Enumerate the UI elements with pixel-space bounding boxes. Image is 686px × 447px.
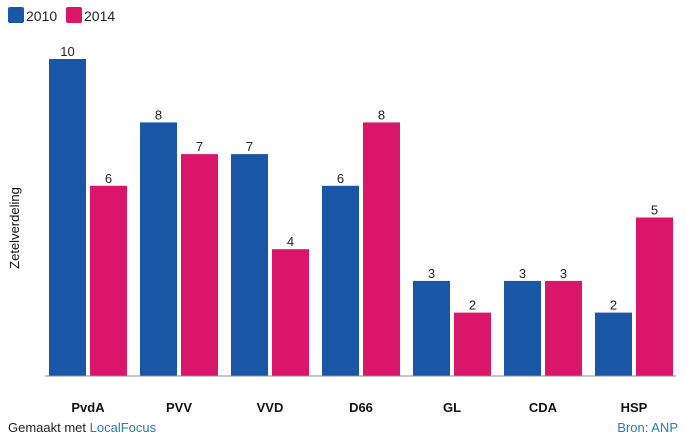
value-label-VVD-2010: 7 — [246, 139, 253, 154]
y-axis-label: Zetelverdeling — [7, 187, 22, 269]
footer-localfocus-link[interactable]: LocalFocus — [90, 420, 157, 435]
value-label-GL-2010: 3 — [428, 266, 435, 281]
bar-CDA-2010[interactable] — [504, 280, 541, 376]
x-tick-PVV: PVV — [166, 400, 192, 415]
footer-credit: Gemaakt met LocalFocus — [8, 420, 157, 435]
legend-label-2010: 2010 — [26, 8, 57, 24]
value-label-D66-2010: 6 — [337, 171, 344, 186]
value-label-D66-2014: 8 — [378, 107, 385, 122]
value-label-VVD-2014: 4 — [287, 234, 294, 249]
bar-D66-2014[interactable] — [363, 122, 400, 377]
x-axis-ticks: PvdA PVV VVD D66 GL CDA HSP — [71, 400, 647, 415]
value-label-HSP-2014: 5 — [651, 203, 658, 218]
footer-made-with: Gemaakt met — [8, 420, 90, 435]
bar-GL-2010[interactable] — [413, 280, 450, 376]
value-label-PVV-2014: 7 — [196, 139, 203, 154]
footer-source: Bron: ANP — [617, 420, 678, 435]
bar-PVV-2014[interactable] — [181, 154, 218, 376]
value-label-HSP-2010: 2 — [610, 298, 617, 313]
bars-group: 10 6 8 7 7 4 6 8 3 2 3 3 2 5 — [49, 44, 673, 377]
x-tick-HSP: HSP — [621, 400, 648, 415]
bar-CDA-2014[interactable] — [545, 280, 582, 376]
bar-PVV-2010[interactable] — [140, 122, 177, 377]
x-tick-CDA: CDA — [529, 400, 558, 415]
bar-GL-2014[interactable] — [454, 312, 491, 376]
value-label-CDA-2010: 3 — [519, 266, 526, 281]
legend-swatch-2014 — [66, 7, 82, 23]
value-label-GL-2014: 2 — [469, 298, 476, 313]
bar-VVD-2014[interactable] — [272, 249, 309, 376]
bar-PvdA-2014[interactable] — [90, 185, 127, 376]
x-tick-VVD: VVD — [257, 400, 284, 415]
x-tick-PvdA: PvdA — [71, 400, 105, 415]
x-tick-GL: GL — [443, 400, 461, 415]
bar-PvdA-2010[interactable] — [49, 59, 86, 376]
x-tick-D66: D66 — [349, 400, 373, 415]
legend-swatch-2010 — [8, 7, 24, 23]
bar-D66-2010[interactable] — [322, 185, 359, 376]
bar-HSP-2010[interactable] — [595, 312, 632, 376]
value-label-PvdA-2014: 6 — [105, 171, 112, 186]
bar-HSP-2014[interactable] — [636, 217, 673, 377]
value-label-CDA-2014: 3 — [560, 266, 567, 281]
legend-label-2014: 2014 — [84, 8, 115, 24]
value-label-PVV-2010: 8 — [155, 107, 162, 122]
legend: 2010 2014 — [8, 7, 115, 24]
bar-VVD-2010[interactable] — [231, 154, 268, 376]
value-label-PvdA-2010: 10 — [60, 44, 74, 59]
